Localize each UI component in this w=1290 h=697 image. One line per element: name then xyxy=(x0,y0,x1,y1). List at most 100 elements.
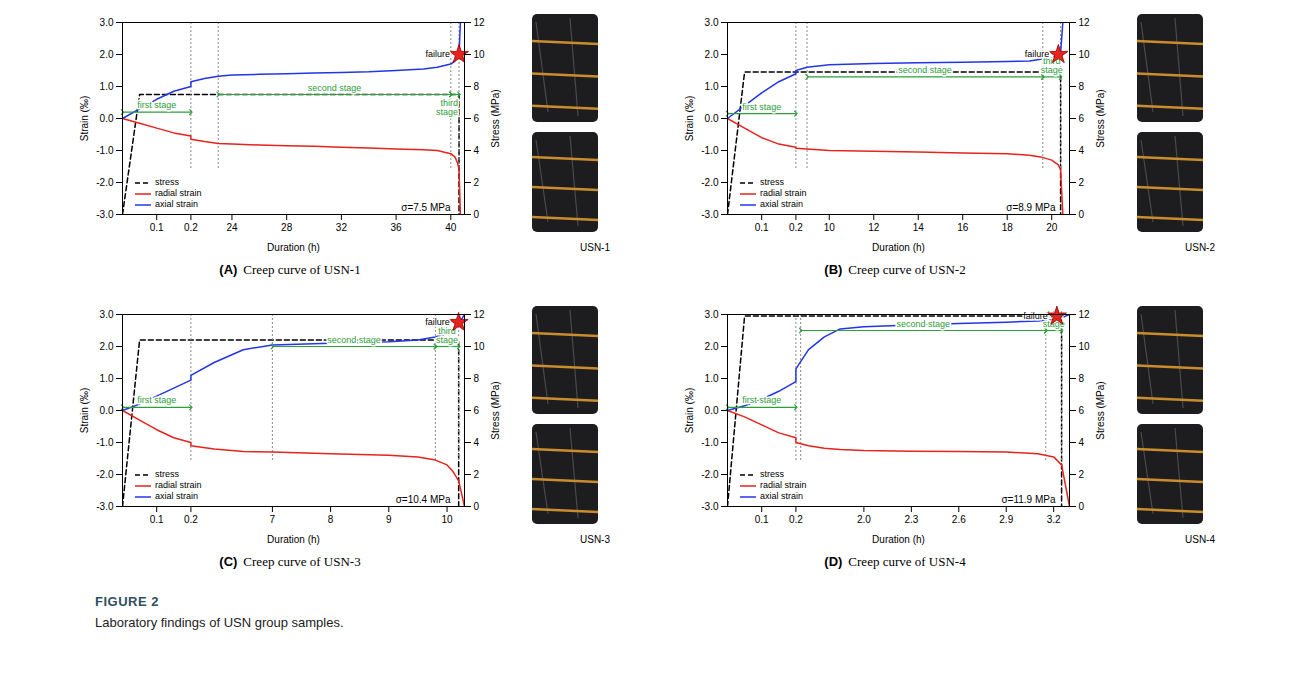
svg-text:Duration (h): Duration (h) xyxy=(872,534,925,545)
svg-text:2: 2 xyxy=(474,177,480,188)
svg-text:Duration (h): Duration (h) xyxy=(267,534,320,545)
svg-text:8: 8 xyxy=(1079,373,1085,384)
svg-text:σ=10.4 MPa: σ=10.4 MPa xyxy=(396,494,451,505)
svg-text:-3.0: -3.0 xyxy=(701,209,719,220)
svg-text:7: 7 xyxy=(270,514,276,525)
svg-text:32: 32 xyxy=(336,222,348,233)
svg-text:3.0: 3.0 xyxy=(100,17,114,28)
svg-text:-3.0: -3.0 xyxy=(701,501,719,512)
svg-text:20: 20 xyxy=(1046,222,1058,233)
svg-text:0.1: 0.1 xyxy=(150,514,164,525)
svg-text:4: 4 xyxy=(1079,145,1085,156)
svg-text:Strain (‰): Strain (‰) xyxy=(79,96,90,142)
svg-text:0: 0 xyxy=(474,209,480,220)
svg-text:2.0: 2.0 xyxy=(705,49,719,60)
svg-text:-2.0: -2.0 xyxy=(96,469,114,480)
svg-text:2.9: 2.9 xyxy=(999,514,1013,525)
svg-text:σ=11.9 MPa: σ=11.9 MPa xyxy=(1001,494,1056,505)
svg-text:-2.0: -2.0 xyxy=(701,177,719,188)
svg-text:10: 10 xyxy=(474,49,486,60)
svg-text:6: 6 xyxy=(474,113,480,124)
svg-text:USN-4: USN-4 xyxy=(1185,534,1215,545)
svg-text:10: 10 xyxy=(1079,49,1091,60)
svg-text:thirdstage: thirdstage xyxy=(436,98,458,117)
svg-text:9: 9 xyxy=(386,514,392,525)
svg-text:10: 10 xyxy=(441,514,453,525)
svg-text:first stage: first stage xyxy=(742,395,781,405)
svg-text:-3.0: -3.0 xyxy=(96,501,114,512)
svg-text:-1.0: -1.0 xyxy=(96,145,114,156)
svg-text:12: 12 xyxy=(868,222,880,233)
svg-text:0.2: 0.2 xyxy=(184,222,198,233)
svg-text:Strain (‰): Strain (‰) xyxy=(79,388,90,434)
svg-text:28: 28 xyxy=(281,222,293,233)
svg-text:6: 6 xyxy=(1079,113,1085,124)
svg-text:8: 8 xyxy=(328,514,334,525)
svg-text:2.0: 2.0 xyxy=(857,514,871,525)
svg-text:16: 16 xyxy=(957,222,969,233)
svg-text:1.0: 1.0 xyxy=(100,81,114,92)
svg-text:1.0: 1.0 xyxy=(705,81,719,92)
svg-text:-1.0: -1.0 xyxy=(701,437,719,448)
svg-text:USN-2: USN-2 xyxy=(1185,242,1215,253)
svg-text:Duration (h): Duration (h) xyxy=(267,242,320,253)
svg-text:first stage: first stage xyxy=(137,100,176,110)
svg-text:Stress (MPa): Stress (MPa) xyxy=(1095,89,1106,147)
svg-text:Strain (‰): Strain (‰) xyxy=(684,388,695,434)
svg-text:2.0: 2.0 xyxy=(100,49,114,60)
svg-text:σ=8.9 MPa: σ=8.9 MPa xyxy=(1006,202,1056,213)
svg-text:0.0: 0.0 xyxy=(100,113,114,124)
svg-text:0.1: 0.1 xyxy=(755,222,769,233)
svg-text:Stress (MPa): Stress (MPa) xyxy=(1095,381,1106,439)
svg-text:2.6: 2.6 xyxy=(952,514,966,525)
svg-text:Stress (MPa): Stress (MPa) xyxy=(490,381,501,439)
svg-text:Duration (h): Duration (h) xyxy=(872,242,925,253)
svg-text:3.0: 3.0 xyxy=(705,309,719,320)
svg-text:2.3: 2.3 xyxy=(904,514,918,525)
svg-text:failure: failure xyxy=(426,49,451,59)
svg-text:-1.0: -1.0 xyxy=(701,145,719,156)
svg-text:12: 12 xyxy=(474,309,486,320)
svg-text:0.0: 0.0 xyxy=(705,113,719,124)
svg-text:2.0: 2.0 xyxy=(100,341,114,352)
svg-text:4: 4 xyxy=(474,145,480,156)
svg-text:1.0: 1.0 xyxy=(100,373,114,384)
svg-text:4: 4 xyxy=(1079,437,1085,448)
svg-text:3.0: 3.0 xyxy=(705,17,719,28)
svg-text:8: 8 xyxy=(474,81,480,92)
svg-text:4: 4 xyxy=(474,437,480,448)
svg-text:second stage: second stage xyxy=(898,65,952,75)
svg-text:0.2: 0.2 xyxy=(184,514,198,525)
svg-text:second stage: second stage xyxy=(327,335,381,345)
svg-text:1.0: 1.0 xyxy=(705,373,719,384)
svg-text:14: 14 xyxy=(913,222,925,233)
svg-text:Strain (‰): Strain (‰) xyxy=(684,96,695,142)
svg-text:-2.0: -2.0 xyxy=(96,177,114,188)
svg-text:σ=7.5 MPa: σ=7.5 MPa xyxy=(401,202,451,213)
svg-text:10: 10 xyxy=(1079,341,1091,352)
svg-text:10: 10 xyxy=(824,222,836,233)
svg-text:0.2: 0.2 xyxy=(789,514,803,525)
svg-text:8: 8 xyxy=(1079,81,1085,92)
svg-text:-2.0: -2.0 xyxy=(701,469,719,480)
svg-text:0.1: 0.1 xyxy=(755,514,769,525)
svg-text:18: 18 xyxy=(1002,222,1014,233)
svg-text:2: 2 xyxy=(1079,177,1085,188)
svg-text:0: 0 xyxy=(474,501,480,512)
svg-text:0.0: 0.0 xyxy=(100,405,114,416)
svg-text:8: 8 xyxy=(474,373,480,384)
svg-text:2: 2 xyxy=(474,469,480,480)
svg-text:Stress (MPa): Stress (MPa) xyxy=(490,89,501,147)
svg-text:12: 12 xyxy=(1079,17,1091,28)
svg-text:36: 36 xyxy=(391,222,403,233)
svg-text:10: 10 xyxy=(474,341,486,352)
svg-text:6: 6 xyxy=(1079,405,1085,416)
svg-text:12: 12 xyxy=(1079,309,1091,320)
svg-text:second stage: second stage xyxy=(896,319,950,329)
svg-text:3.2: 3.2 xyxy=(1047,514,1061,525)
svg-text:second stage: second stage xyxy=(308,83,362,93)
svg-text:failure: failure xyxy=(425,317,450,327)
svg-text:0.2: 0.2 xyxy=(789,222,803,233)
svg-text:USN-1: USN-1 xyxy=(580,242,610,253)
svg-text:24: 24 xyxy=(226,222,238,233)
